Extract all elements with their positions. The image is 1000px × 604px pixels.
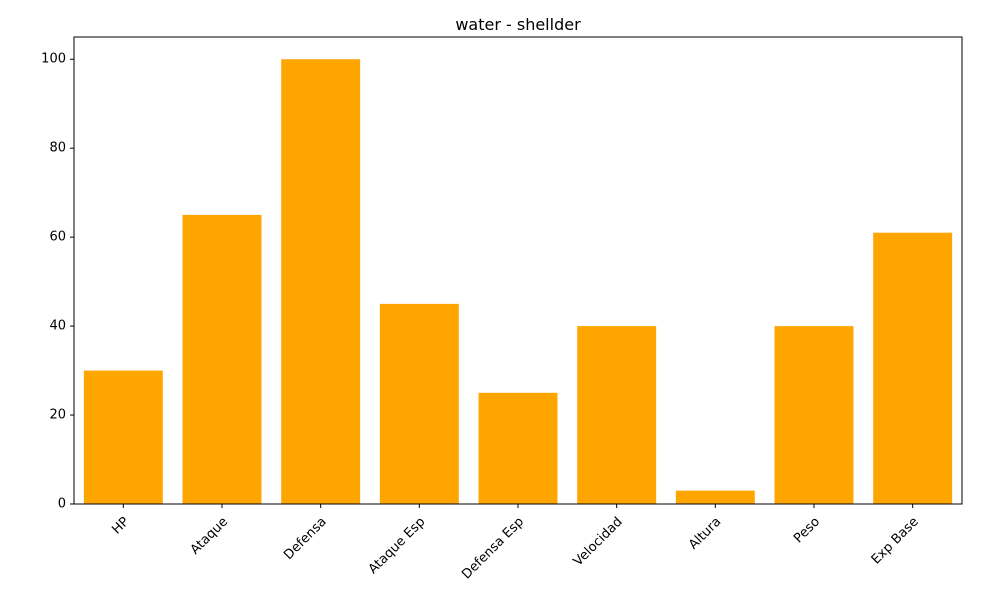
bar-peso xyxy=(774,326,854,504)
bar-hp xyxy=(83,370,163,504)
y-tick-label: 20 xyxy=(49,408,66,423)
y-tick-label: 100 xyxy=(41,52,66,67)
bar-velocidad xyxy=(577,326,657,504)
y-axis-ticks: 0 20 40 60 80 100 xyxy=(41,52,74,512)
y-tick-label: 60 xyxy=(49,230,66,245)
bar-ataque-esp xyxy=(379,303,459,504)
x-tick-label: HP xyxy=(109,514,132,537)
bar-exp-base xyxy=(873,232,953,504)
bar-ataque xyxy=(182,214,262,504)
y-tick-label: 0 xyxy=(58,497,66,512)
y-tick-label: 80 xyxy=(49,141,66,156)
x-tick-label: Altura xyxy=(686,514,724,552)
x-tick-label: Ataque xyxy=(188,514,231,557)
bar-defensa xyxy=(281,59,361,505)
x-tick-label: Defensa Esp xyxy=(459,514,527,582)
x-tick-label: Defensa xyxy=(281,514,329,562)
x-tick-label: Velocidad xyxy=(571,514,626,569)
x-axis-ticks: HP Ataque Defensa Ataque Esp Defensa Esp Velo… xyxy=(109,504,922,582)
bar-altura xyxy=(675,490,755,504)
x-tick-label: Peso xyxy=(791,514,823,546)
y-tick-label: 40 xyxy=(49,319,66,334)
x-tick-label: Exp Base xyxy=(869,514,922,567)
chart-title: water - shellder xyxy=(455,15,581,34)
bar-defensa-esp xyxy=(478,392,558,504)
x-tick-label: Ataque Esp xyxy=(366,514,429,577)
bars-layer xyxy=(83,59,953,505)
